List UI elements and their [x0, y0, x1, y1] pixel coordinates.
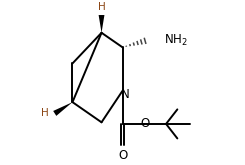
- Text: H: H: [41, 108, 49, 118]
- Text: NH$_2$: NH$_2$: [164, 33, 188, 48]
- Polygon shape: [99, 15, 104, 33]
- Text: H: H: [98, 2, 105, 12]
- Text: O: O: [118, 149, 127, 162]
- Text: O: O: [140, 117, 150, 130]
- Text: N: N: [121, 88, 129, 101]
- Polygon shape: [53, 102, 73, 116]
